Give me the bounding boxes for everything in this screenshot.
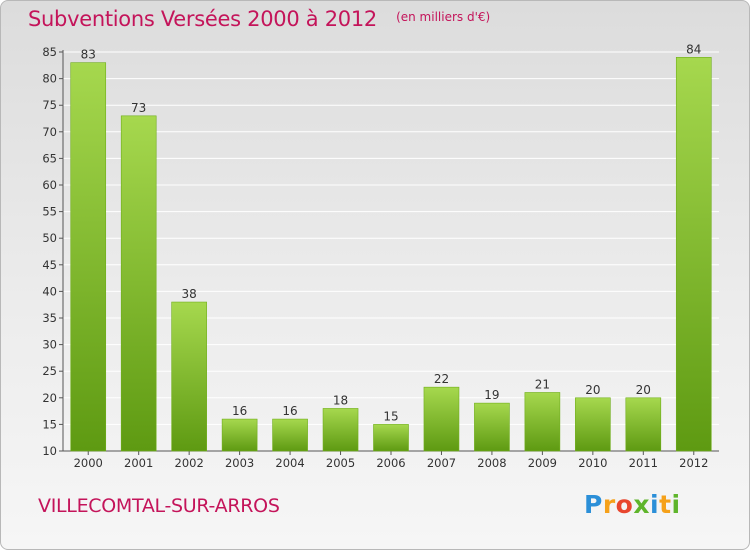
chart-title: Subventions Versées 2000 à 2012 (28, 7, 377, 31)
x-tick-label: 2003 (225, 456, 254, 470)
bar-value-label: 38 (182, 287, 197, 301)
bar (221, 418, 258, 452)
bar-value-label: 73 (131, 101, 146, 115)
bar (423, 386, 460, 452)
logo-letter: r (602, 490, 616, 519)
y-tick-label: 65 (42, 151, 57, 165)
y-tick-label: 70 (42, 125, 57, 139)
proxiti-logo: Proxiti (584, 490, 681, 519)
logo-letter: i (671, 490, 681, 519)
x-tick-label: 2004 (275, 456, 304, 470)
gridlines (63, 51, 719, 425)
y-tick-label: 30 (42, 338, 57, 352)
bar (120, 115, 157, 452)
bar (675, 57, 712, 452)
y-tick-label: 15 (42, 417, 57, 431)
bar-value-label: 19 (484, 388, 499, 402)
bar-value-label: 20 (585, 383, 600, 397)
y-tick-label: 60 (42, 178, 57, 192)
x-tick-label: 2006 (376, 456, 405, 470)
bar-value-label: 16 (282, 404, 297, 418)
x-tick-label: 2010 (578, 456, 607, 470)
bar-value-label: 16 (232, 404, 247, 418)
x-tick-label: 2012 (679, 456, 708, 470)
bars (70, 57, 712, 452)
axes (59, 50, 719, 455)
y-tick-label: 35 (42, 311, 57, 325)
bar (524, 392, 561, 452)
logo-letter: t (659, 490, 672, 519)
x-tick-label: 2009 (528, 456, 557, 470)
x-tick-label: 2005 (326, 456, 355, 470)
y-tick-label: 75 (42, 98, 57, 112)
bar (322, 408, 359, 452)
labels: 10 15 20 25 30 35 40 45 50 55 60 65 70 75 80 85 83 2000 73… (42, 42, 708, 470)
bar (373, 424, 409, 452)
x-tick-label: 2008 (477, 456, 506, 470)
logo-letter: P (584, 490, 603, 519)
y-tick-label: 55 (42, 205, 57, 219)
bar (70, 62, 107, 452)
y-tick-label: 45 (42, 258, 57, 272)
y-tick-label: 85 (42, 45, 57, 59)
chart-unit-note: (en milliers d'€) (396, 10, 491, 24)
bar-value-label: 15 (383, 409, 398, 423)
logo-letter: i (650, 490, 660, 519)
bar-value-label: 18 (333, 393, 348, 407)
x-tick-label: 2002 (175, 456, 204, 470)
bar (575, 397, 611, 452)
bar-value-label: 84 (686, 42, 701, 56)
logo-letter: x (633, 490, 650, 519)
y-tick-label: 40 (42, 284, 57, 298)
bar (474, 402, 510, 452)
x-tick-label: 2007 (427, 456, 456, 470)
y-tick-label: 25 (42, 364, 57, 378)
y-tick-label: 20 (42, 391, 57, 405)
x-tick-label: 2000 (74, 456, 103, 470)
bar-value-label: 83 (81, 48, 96, 62)
y-tick-label: 10 (42, 444, 57, 458)
bar (171, 301, 207, 452)
bar (272, 418, 308, 452)
bar (625, 397, 662, 452)
commune-name: VILLECOMTAL-SUR-ARROS (38, 495, 280, 517)
title-row: Subventions Versées 2000 à 2012 (en mill… (28, 7, 490, 31)
y-tick-label: 50 (42, 231, 57, 245)
x-tick-label: 2001 (124, 456, 153, 470)
bar-value-label: 22 (434, 372, 449, 386)
bar-value-label: 20 (636, 383, 651, 397)
y-tick-label: 80 (42, 72, 57, 86)
x-tick-label: 2011 (629, 456, 658, 470)
logo-letter: o (615, 490, 634, 519)
bar-value-label: 21 (535, 377, 550, 391)
